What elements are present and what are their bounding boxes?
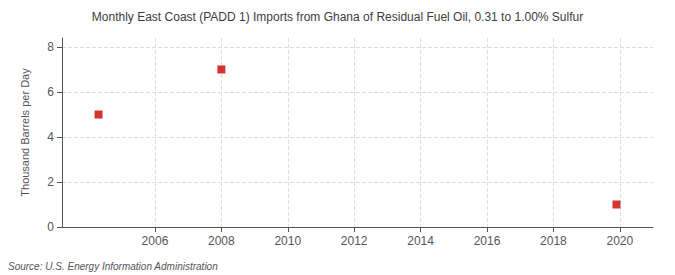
svg-text:2016: 2016: [474, 234, 501, 248]
svg-text:2018: 2018: [540, 234, 567, 248]
svg-text:2: 2: [47, 175, 54, 189]
svg-text:Thousand Barrels per Day: Thousand Barrels per Day: [19, 68, 31, 197]
svg-text:2012: 2012: [341, 234, 368, 248]
svg-text:2014: 2014: [407, 234, 434, 248]
svg-text:2020: 2020: [606, 234, 633, 248]
svg-text:2008: 2008: [208, 234, 235, 248]
svg-text:Source: U.S. Energy Informatio: Source: U.S. Energy Information Administ…: [8, 261, 218, 272]
svg-text:4: 4: [47, 130, 54, 144]
svg-text:8: 8: [47, 40, 54, 54]
svg-text:2010: 2010: [274, 234, 301, 248]
svg-text:6: 6: [47, 85, 54, 99]
svg-text:2006: 2006: [142, 234, 169, 248]
svg-text:0: 0: [47, 220, 54, 234]
svg-text:Monthly East Coast (PADD 1) Im: Monthly East Coast (PADD 1) Imports from…: [92, 10, 583, 24]
